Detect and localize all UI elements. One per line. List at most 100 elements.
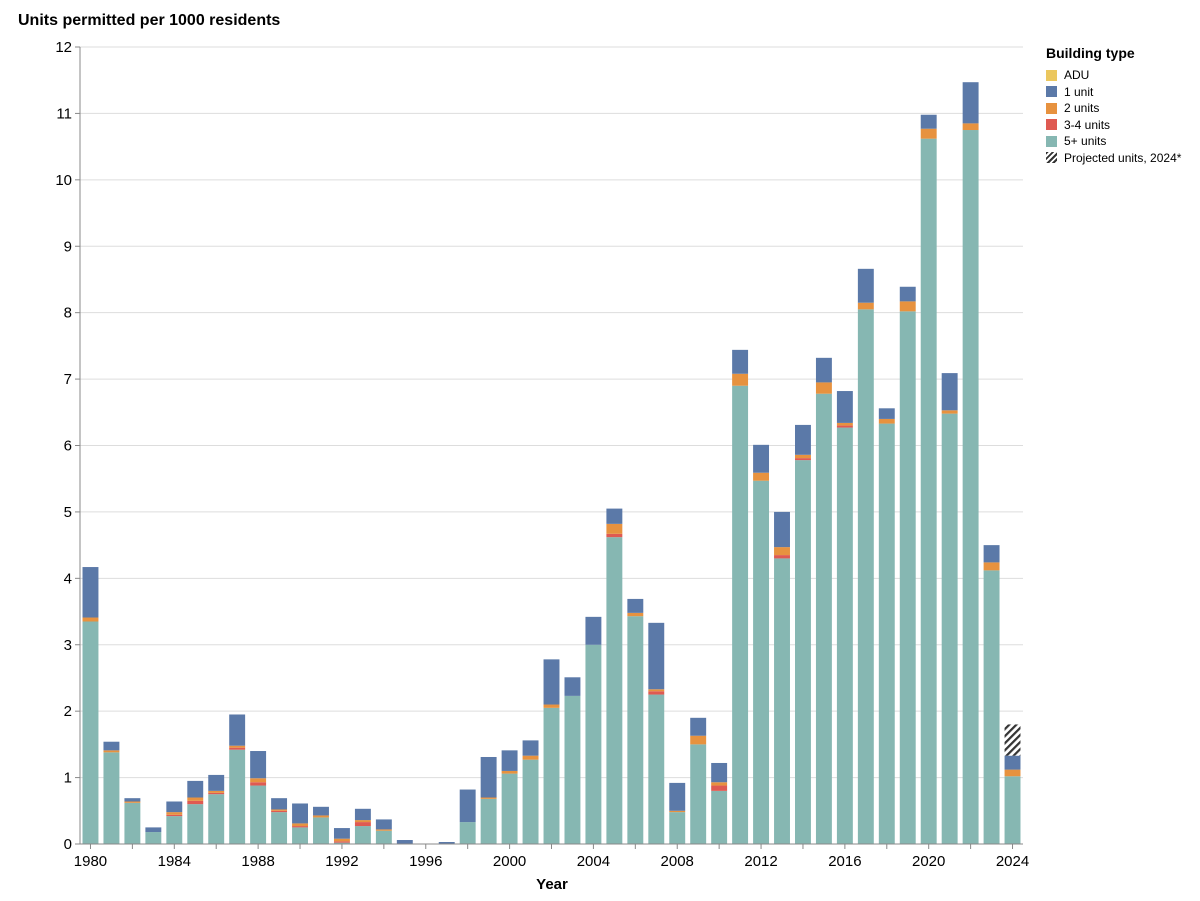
bar-segment (375, 829, 392, 831)
bar-segment (857, 309, 874, 844)
bar-segment (753, 480, 770, 844)
bar-segment (250, 785, 267, 844)
bar-segment (501, 750, 518, 771)
bar-segment (669, 782, 686, 811)
x-tick-label: 1988 (241, 853, 274, 870)
bar-segment (82, 567, 99, 618)
bar-segment (333, 838, 350, 842)
bar-segment (166, 816, 183, 844)
bar-segment (836, 427, 853, 844)
bar-segment (1004, 755, 1021, 770)
bar-segment (815, 382, 832, 394)
legend-item-projected: Projected units, 2024* (1046, 150, 1181, 167)
bar-segment (648, 622, 665, 690)
x-tick-label: 2020 (912, 853, 945, 870)
y-tick-label: 10 (55, 172, 72, 189)
bar-segment (920, 138, 937, 844)
bar-segment (313, 815, 329, 818)
bar-segment (124, 798, 141, 802)
legend: Building type ADU 1 unit 2 units 3-4 uni… (1046, 45, 1181, 166)
bar-segment (774, 547, 790, 556)
bar-segment (606, 537, 623, 844)
bar-segment (187, 797, 204, 801)
bar-segment (648, 691, 665, 695)
bar-segment (836, 422, 853, 426)
bar-segment (815, 357, 832, 383)
bar-segment (627, 598, 644, 613)
bar-segment (899, 301, 916, 312)
bar-segment (669, 812, 686, 844)
bar-segment (292, 827, 308, 844)
bar-segment (627, 612, 644, 617)
bar-segment (711, 790, 728, 844)
legend-label: 1 unit (1064, 84, 1094, 99)
legend-swatch-2-units (1046, 102, 1057, 114)
bar-segment (396, 840, 413, 844)
bar-segment (564, 677, 581, 696)
legend-label: Projected units, 2024* (1064, 150, 1182, 165)
bar-segment (375, 819, 392, 830)
bar-segment (333, 841, 350, 843)
bar-segment (857, 302, 874, 310)
bar-segment (501, 773, 518, 844)
y-tick-label: 9 (64, 238, 72, 255)
bar-segment (920, 128, 937, 139)
bar-segment (103, 750, 120, 753)
x-tick-label: 1992 (325, 853, 358, 870)
legend-item-5-plus-units: 5+ units (1046, 133, 1181, 150)
x-tick-label: 2012 (744, 853, 777, 870)
bar-segment (271, 798, 288, 810)
bar-segment (669, 810, 686, 813)
bar-segment (375, 830, 392, 844)
bar-segment (313, 817, 329, 844)
x-tick-label: 2024 (996, 853, 1029, 870)
bar-segment (292, 803, 308, 824)
bar-segment (543, 659, 560, 705)
bar-segment (983, 545, 1000, 563)
bar-segment (522, 740, 539, 756)
bar-segment (732, 349, 749, 374)
y-tick-label: 2 (64, 703, 72, 720)
x-tick-label: 2000 (493, 853, 526, 870)
bar-segment (166, 801, 183, 813)
bar-segment (878, 408, 895, 419)
bar-segment (333, 828, 350, 839)
y-tick-label: 8 (64, 305, 72, 322)
bar-segment (480, 756, 497, 798)
bar-segment (795, 454, 811, 459)
legend-item-1-unit: 1 unit (1046, 84, 1181, 101)
bar-segment (648, 689, 665, 692)
legend-title: Building type (1046, 45, 1135, 61)
y-tick-label: 7 (64, 371, 72, 388)
bar-segment (187, 780, 204, 798)
bar-segment (606, 523, 623, 534)
bar-segment (459, 822, 476, 844)
legend-swatch-1-unit (1046, 86, 1057, 98)
bar-segment (774, 558, 790, 844)
bar-segment (208, 792, 225, 795)
bar-segment (795, 424, 811, 455)
legend-swatch-5-plus-units (1046, 135, 1057, 147)
bar-segment (250, 782, 267, 786)
y-tick-label: 4 (64, 570, 72, 587)
bar-segment (962, 123, 979, 131)
bar-segment (271, 810, 288, 813)
x-tick-label: 2008 (661, 853, 694, 870)
bar-segment (774, 555, 790, 559)
bar-segment (354, 808, 371, 821)
bar-segment (145, 827, 162, 833)
legend-label: ADU (1064, 68, 1090, 83)
bar-segment (271, 812, 288, 844)
bar-segment (124, 802, 141, 844)
chart-title: Units permitted per 1000 residents (18, 12, 281, 29)
bar-segment (585, 616, 602, 645)
bar-segment (606, 508, 623, 524)
bar-segment (899, 286, 916, 302)
bar-segment (522, 759, 539, 844)
bar-segment (124, 801, 141, 803)
bar-segment (795, 460, 811, 844)
bar-segment (732, 373, 749, 386)
bar-segment (229, 747, 246, 750)
bar-segment (103, 741, 120, 751)
bar-segment (82, 617, 99, 622)
